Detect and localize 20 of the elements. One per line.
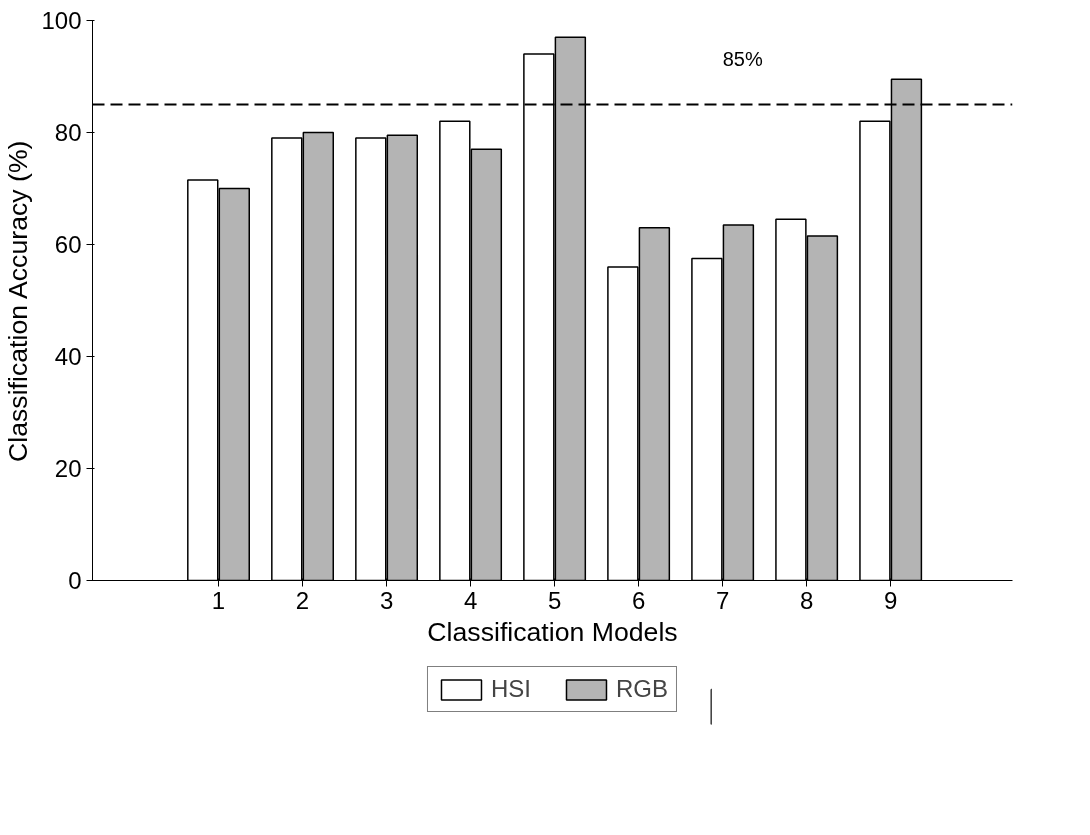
x-tick-label: 5	[547, 586, 562, 614]
x-tick-label: 1	[211, 586, 226, 614]
y-tick-label: 100	[41, 7, 82, 34]
y-tick-label: 80	[54, 119, 82, 146]
x-tick-label: 4	[463, 586, 478, 614]
x-tick-label: 9	[884, 586, 898, 614]
ref-line-label: 85%	[722, 47, 763, 70]
x-tick-label: 2	[295, 586, 310, 614]
y-axis-title: Classification Accuracy (%)	[3, 140, 34, 462]
x-tick-label: 3	[379, 586, 394, 614]
x-tick-label: 8	[799, 586, 814, 614]
y-tick-label: 0	[68, 567, 82, 594]
x-tick-label: 6	[631, 586, 646, 614]
legend-label: RGB	[616, 675, 669, 703]
y-tick-label: 40	[54, 343, 82, 370]
y-tick-label: 60	[54, 231, 82, 258]
x-tick-label: 7	[715, 586, 730, 614]
y-tick-label: 20	[54, 455, 82, 482]
x-axis-title: Classification Models	[427, 616, 678, 647]
legend-label: HSI	[490, 675, 531, 703]
